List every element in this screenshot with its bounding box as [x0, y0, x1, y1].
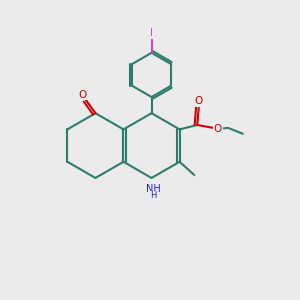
- Text: NH: NH: [146, 184, 161, 194]
- Text: H: H: [150, 191, 157, 200]
- Text: O: O: [78, 90, 86, 100]
- Text: O: O: [214, 124, 222, 134]
- Text: I: I: [150, 28, 153, 38]
- Text: O: O: [195, 96, 203, 106]
